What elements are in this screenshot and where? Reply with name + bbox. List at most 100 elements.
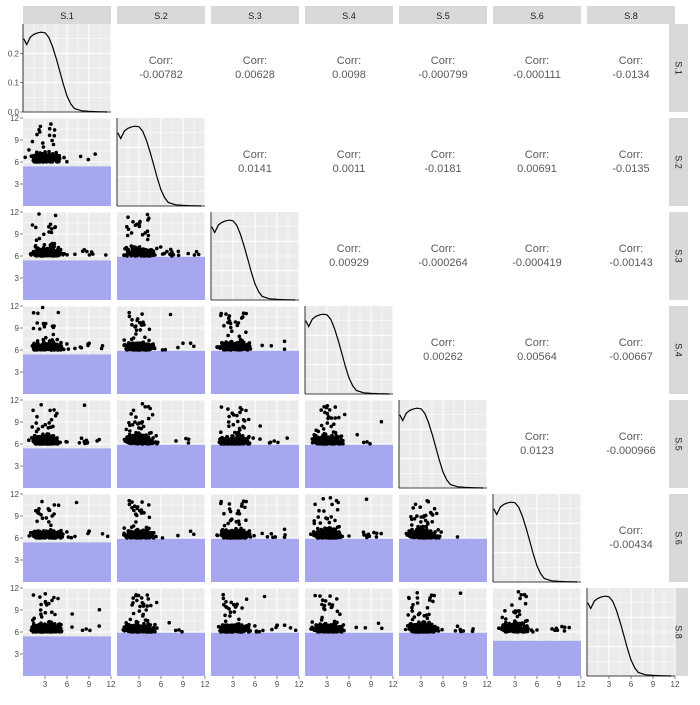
scatter-point [221,593,225,597]
scatter-point [324,536,328,540]
scatter-point [147,417,151,421]
scatter-point [50,139,54,143]
scatter-point [122,526,126,530]
corr-value: -0.00143 [609,257,652,269]
scatter-point [152,531,156,535]
scatter-point [336,610,340,614]
scatter-point [133,504,137,508]
scatter-point [130,348,134,352]
scatter-point [224,312,228,316]
scatter-point [454,629,458,633]
scatter-point [263,595,267,599]
scatter-point [226,334,230,338]
scatter-point [243,506,247,510]
scatter-point [48,127,52,131]
scatter-point [226,442,230,446]
scatter-point [62,156,66,160]
scatter-point [240,316,244,320]
scatter-point [142,511,146,515]
scatter-point [34,158,38,162]
scatter-point [181,341,185,345]
scatter-point [45,440,49,444]
scatter-point [128,434,132,438]
scatter-point [70,612,74,616]
scatter-point [228,314,232,318]
scatter-point [44,611,48,615]
scatter-point [42,145,46,149]
scatter-point [36,346,40,350]
scatter-point [235,520,239,524]
scatter-point [167,621,171,625]
scatter-point [148,516,152,520]
scatter-point [84,627,88,631]
scatter-point [40,615,44,619]
scatter-point [220,442,224,446]
scatter-point [229,630,233,634]
scatter-point [78,441,82,445]
corr-label: Corr: [337,243,361,255]
scatter-point [253,624,257,628]
scatter-point [235,536,239,540]
scatter-point [436,528,440,532]
scatter-point [42,233,46,237]
scatter-point [415,623,419,627]
scatter-point [143,529,147,533]
scatter-point [338,612,342,616]
shaded-band [117,351,205,394]
scatter-point [48,532,52,536]
scatter-point [136,317,140,321]
scatter-point [39,403,43,407]
corr-label: Corr: [431,55,455,67]
scatter-point [134,253,138,257]
scatter-point [323,411,327,415]
column-strip-label: S.4 [342,11,356,21]
scatter-point [223,342,227,346]
shaded-band [305,445,393,488]
scatter-point [143,405,147,409]
scatter-point [471,627,475,631]
corr-label: Corr: [525,243,549,255]
scatter-point [320,616,324,620]
scatter-point [189,341,193,345]
scatter-point [146,229,150,233]
scatter-point [319,408,323,412]
scatter-point [131,535,135,539]
scatter-point [227,424,231,428]
scatter-point [140,500,144,504]
scatter-point [49,243,53,247]
scatter-point [244,409,248,413]
scatter-point [221,628,225,632]
corr-value: 0.0098 [332,69,366,81]
shaded-band [23,636,111,676]
scatter-point [48,626,52,630]
scatter-point [225,436,229,440]
scatter-point [126,215,130,219]
scatter-point [328,594,332,598]
scatter-point [222,512,226,516]
scatter-point [52,324,56,328]
scatter-point [411,603,415,607]
scatter-point [459,591,463,595]
scatter-point [27,148,31,152]
scatter-point [406,624,410,628]
scatter-point [425,528,429,532]
scatter-point [230,329,234,333]
scatter-point [138,609,142,613]
scatter-point [90,250,94,254]
scatter-point [258,424,262,428]
scatter-point [43,243,47,247]
scatter-point [228,438,232,442]
scatter-point [336,626,340,630]
scatter-point [327,534,331,538]
scatter-point [34,630,38,634]
scatter-point [245,597,249,601]
scatter-point [223,614,227,618]
corr-value: 0.00628 [235,69,275,81]
scatter-point [176,346,180,350]
scatter-point [459,630,463,634]
scatter-point [416,596,420,600]
corr-value: 0.0141 [238,163,272,175]
scatter-point [410,609,414,613]
scatter-point [65,342,69,346]
scatter-point [138,435,142,439]
